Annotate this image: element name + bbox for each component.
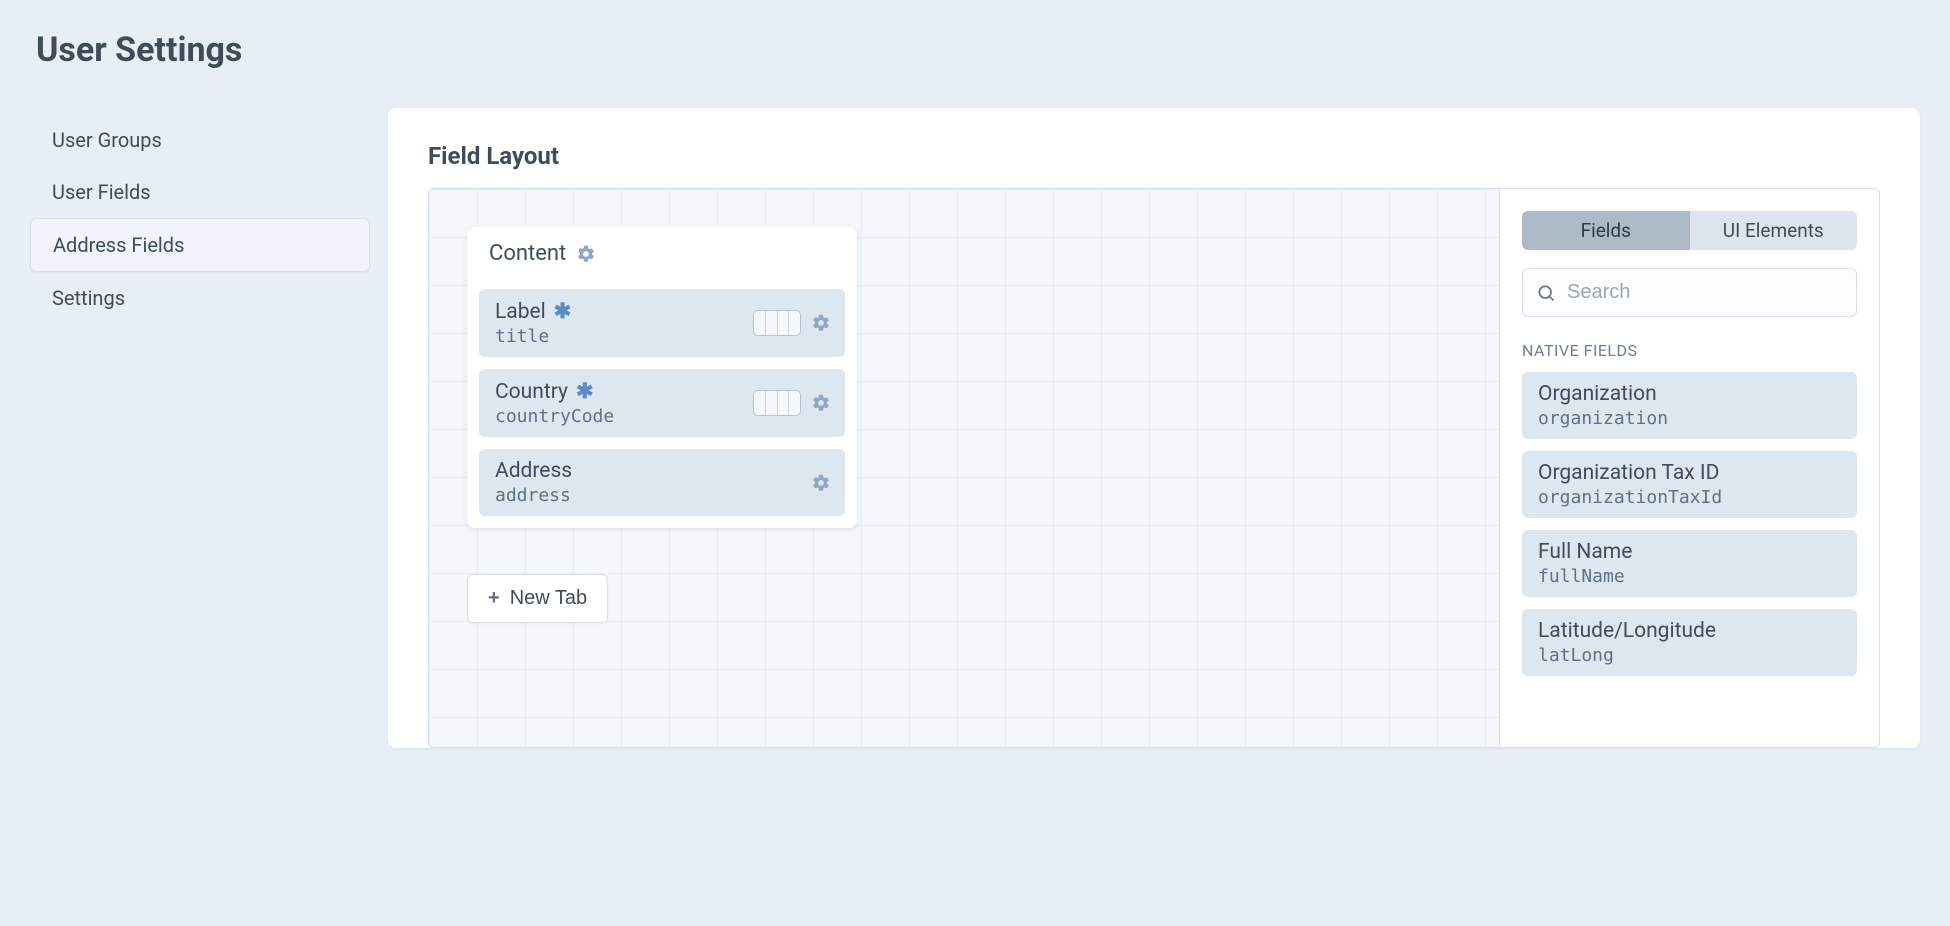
required-asterisk-icon: ✱ bbox=[576, 379, 594, 404]
field-label: Country ✱ bbox=[495, 379, 743, 404]
layout-tab-label: Content bbox=[489, 241, 566, 266]
layout-tab-card: Content Label ✱title Country ✱countryCode… bbox=[467, 227, 857, 528]
layout-field-item[interactable]: Country ✱countryCode bbox=[479, 369, 845, 437]
field-label: Label ✱ bbox=[495, 299, 743, 324]
field-group-label: NATIVE FIELDS bbox=[1522, 341, 1857, 360]
sidebar-tab[interactable]: UI Elements bbox=[1690, 211, 1858, 250]
available-field-handle: organizationTaxId bbox=[1538, 487, 1841, 508]
field-layout-canvas[interactable]: Content Label ✱title Country ✱countryCode… bbox=[429, 189, 1499, 747]
layout-tab-body: Label ✱title Country ✱countryCode Addressa… bbox=[467, 277, 857, 528]
available-field-handle: fullName bbox=[1538, 566, 1841, 587]
required-asterisk-icon: ✱ bbox=[554, 299, 572, 324]
layout-field-item[interactable]: Label ✱title bbox=[479, 289, 845, 357]
field-handle: title bbox=[495, 326, 743, 347]
field-handle: address bbox=[495, 485, 801, 506]
sidebar-item[interactable]: User Fields bbox=[30, 166, 370, 218]
available-field-item[interactable]: Organization Tax IDorganizationTaxId bbox=[1522, 451, 1857, 518]
field-layout-sidebar: FieldsUI Elements NATIVE FIELDS Organiza… bbox=[1499, 189, 1879, 747]
available-field-handle: organization bbox=[1538, 408, 1841, 429]
gear-icon[interactable] bbox=[811, 473, 831, 493]
plus-icon: + bbox=[488, 587, 500, 610]
available-field-handle: latLong bbox=[1538, 645, 1841, 666]
available-field-label: Organization bbox=[1538, 382, 1841, 406]
field-label: Address bbox=[495, 459, 801, 483]
main-panel: Field Layout Content Label ✱titleC bbox=[388, 108, 1920, 748]
settings-sidebar: User GroupsUser FieldsAddress FieldsSett… bbox=[30, 108, 370, 324]
sidebar-item[interactable]: User Groups bbox=[30, 114, 370, 166]
sidebar-item[interactable]: Settings bbox=[30, 272, 370, 324]
gear-icon[interactable] bbox=[811, 313, 831, 333]
layout-tab-header[interactable]: Content bbox=[467, 227, 614, 277]
field-width-toggle[interactable] bbox=[753, 310, 801, 336]
new-tab-label: New Tab bbox=[510, 587, 587, 610]
gear-icon[interactable] bbox=[576, 244, 596, 264]
available-fields-list: Organizationorganization Organization Tax… bbox=[1522, 372, 1857, 676]
search-input[interactable] bbox=[1522, 268, 1857, 317]
search-icon bbox=[1536, 283, 1556, 303]
available-field-item[interactable]: Full NamefullName bbox=[1522, 530, 1857, 597]
available-field-label: Latitude/Longitude bbox=[1538, 619, 1841, 643]
search-wrap bbox=[1522, 268, 1857, 317]
sidebar-tab-switcher: FieldsUI Elements bbox=[1522, 211, 1857, 250]
field-width-toggle[interactable] bbox=[753, 390, 801, 416]
available-field-item[interactable]: Organizationorganization bbox=[1522, 372, 1857, 439]
available-field-label: Organization Tax ID bbox=[1538, 461, 1841, 485]
available-field-item[interactable]: Latitude/LongitudelatLong bbox=[1522, 609, 1857, 676]
new-tab-button[interactable]: + New Tab bbox=[467, 574, 608, 623]
sidebar-item[interactable]: Address Fields bbox=[30, 218, 370, 272]
available-field-label: Full Name bbox=[1538, 540, 1841, 564]
gear-icon[interactable] bbox=[811, 393, 831, 413]
field-handle: countryCode bbox=[495, 406, 743, 427]
panel-title: Field Layout bbox=[428, 142, 1880, 170]
page-title: User Settings bbox=[36, 30, 1920, 70]
layout-field-item[interactable]: Addressaddress bbox=[479, 449, 845, 516]
field-layout-editor: Content Label ✱title Country ✱countryCode… bbox=[428, 188, 1880, 748]
sidebar-tab[interactable]: Fields bbox=[1522, 211, 1690, 250]
